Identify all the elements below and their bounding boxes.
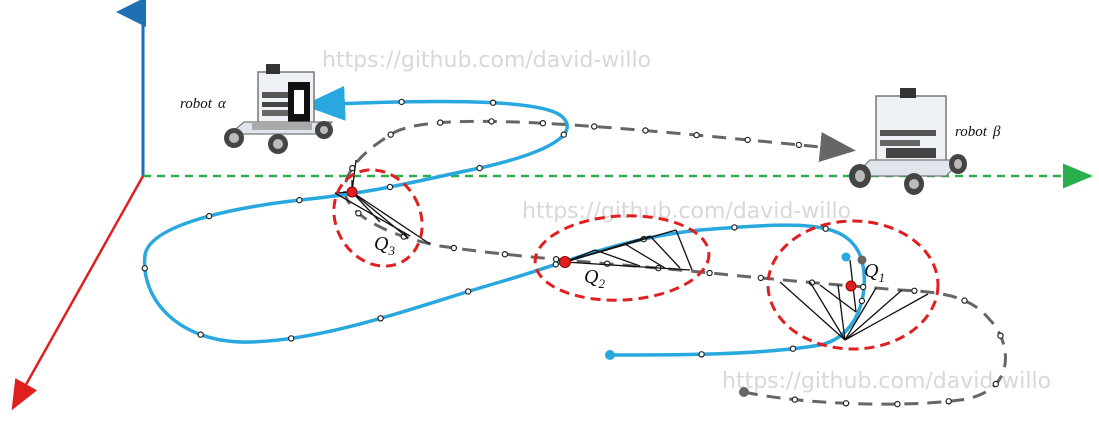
region-q1-ellipse: [766, 219, 940, 351]
alpha-waypoint: [698, 351, 705, 358]
beta-waypoint: [604, 260, 611, 267]
alpha-waypoint: [858, 297, 866, 305]
fan-lines-q2: [564, 229, 693, 271]
focal-point-q1: [845, 280, 857, 292]
alpha-waypoint: [731, 224, 738, 231]
beta-waypoint: [795, 141, 803, 149]
alpha-waypoint: [489, 99, 497, 106]
alpha-waypoint: [205, 212, 213, 220]
beta-waypoint: [552, 256, 560, 263]
beta-waypoint: [911, 287, 918, 294]
alpha-waypoint: [296, 196, 303, 204]
waypoint-dots: [141, 98, 1004, 408]
beta-waypoint: [591, 123, 598, 130]
alpha-waypoint: [288, 335, 295, 342]
beta-waypoint: [387, 131, 394, 138]
beta-waypoint: [992, 380, 1000, 388]
z-axis: [11, 175, 145, 411]
beta-waypoint: [997, 332, 1004, 339]
alpha-waypoint: [822, 225, 829, 232]
robot-beta-label: robot β: [955, 124, 1001, 140]
beta-waypoint: [744, 136, 751, 144]
alpha-waypoint: [552, 261, 559, 268]
watermark: https://github.com/david-willo: [322, 48, 651, 73]
beta-waypoint: [961, 297, 968, 304]
fan-lines-q3: [334, 159, 431, 245]
focal-point-q3: [346, 186, 358, 198]
beta-waypoint: [642, 127, 649, 134]
trajectory-alpha: [142, 85, 867, 357]
beta-waypoint: [539, 119, 547, 127]
alpha-waypoint: [386, 183, 394, 191]
beta-waypoint: [450, 244, 458, 252]
beta-waypoint: [501, 250, 509, 258]
alpha-waypoint: [141, 265, 148, 272]
beta-end-marker: [857, 255, 867, 265]
beta-waypoint: [842, 400, 850, 407]
region-q2-ellipse: [533, 214, 711, 302]
beta-waypoint: [355, 210, 362, 217]
alpha-waypoint: [789, 345, 797, 352]
beta-waypoint: [945, 398, 952, 405]
watermark: https://github.com/david-willo: [722, 369, 1051, 394]
region-label-q3: Q3: [374, 233, 395, 258]
alpha-end-marker: [841, 252, 851, 262]
beta-waypoint: [791, 396, 799, 403]
fan-lines-q1: [779, 259, 929, 341]
alpha-waypoint: [465, 288, 472, 295]
beta-waypoint: [437, 119, 444, 126]
focal-point-q2: [559, 256, 571, 268]
beta-waypoint: [859, 283, 867, 291]
beta-waypoint: [488, 118, 495, 125]
robot-alpha-icon: [224, 64, 334, 154]
region-label-q1: Q1: [864, 260, 885, 285]
alpha-waypoint: [560, 131, 568, 138]
beta-waypoint: [757, 274, 765, 282]
beta-start-point: [739, 387, 749, 397]
alpha-waypoint: [476, 164, 483, 172]
region-label-q2: Q2: [584, 266, 605, 291]
beta-waypoint: [894, 400, 901, 408]
beta-waypoint: [706, 269, 713, 277]
robot-beta-icon: [849, 88, 967, 195]
watermark: https://github.com/david-willo: [522, 199, 851, 224]
alpha-waypoint: [377, 315, 384, 322]
robot-alpha-label: robot α: [180, 96, 227, 112]
alpha-start-point: [605, 350, 615, 360]
region-q3-ellipse: [332, 168, 424, 268]
alpha-waypoint: [398, 98, 405, 106]
beta-waypoint: [693, 131, 700, 139]
alpha-waypoint: [197, 331, 204, 338]
